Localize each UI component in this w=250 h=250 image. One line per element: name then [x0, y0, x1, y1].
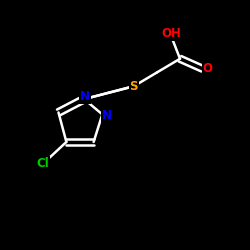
Text: OH: OH [161, 27, 181, 40]
Text: N: N [80, 90, 90, 103]
Text: N: N [102, 109, 112, 122]
Text: O: O [202, 62, 212, 75]
Text: S: S [130, 80, 138, 93]
Text: Cl: Cl [36, 157, 49, 170]
